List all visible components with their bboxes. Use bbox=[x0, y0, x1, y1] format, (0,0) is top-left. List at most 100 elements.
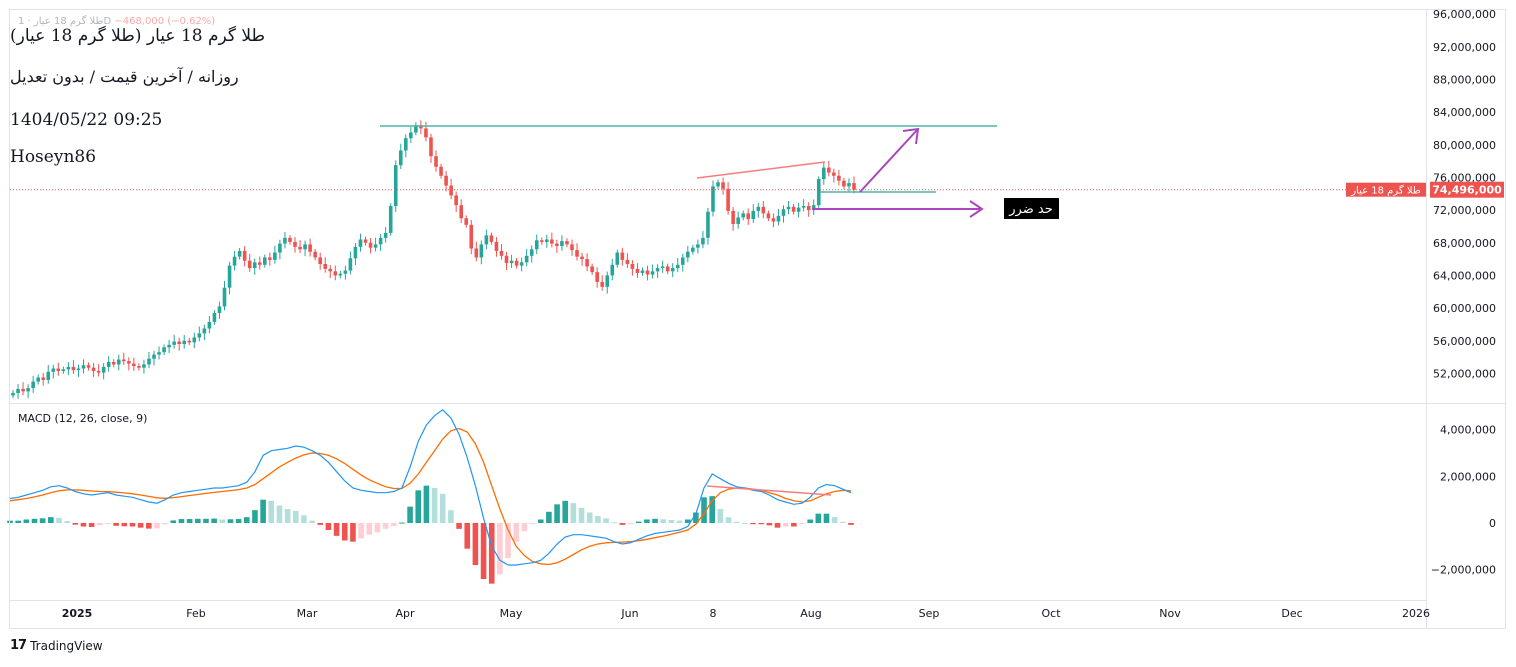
macd-histogram-bar bbox=[243, 517, 250, 523]
candle-body bbox=[419, 125, 423, 129]
candle-body bbox=[696, 244, 700, 248]
candle-body bbox=[46, 371, 51, 380]
candle-body bbox=[172, 341, 176, 345]
candle-body bbox=[746, 213, 751, 220]
macd-histogram-bar bbox=[284, 509, 291, 523]
macd-histogram-bar bbox=[292, 510, 299, 523]
macd-line bbox=[9, 409, 852, 566]
candle-body bbox=[665, 266, 670, 272]
macd-histogram-bar bbox=[129, 523, 136, 527]
candle-body bbox=[686, 251, 690, 258]
last-price-badge-value: 74,496,000 bbox=[1432, 184, 1502, 197]
macd-axis-tick: 0 bbox=[1489, 517, 1496, 530]
candle-body bbox=[545, 239, 549, 242]
time-axis-tick: Oct bbox=[1041, 607, 1061, 620]
candle-body bbox=[212, 312, 217, 322]
macd-histogram-bar bbox=[799, 523, 805, 525]
candle-body bbox=[353, 246, 358, 259]
candle-body bbox=[182, 340, 187, 345]
macd-histogram-bar bbox=[121, 523, 128, 527]
macd-histogram-bar bbox=[676, 520, 683, 523]
candle-body bbox=[363, 239, 368, 243]
candle-body bbox=[741, 213, 746, 218]
candle-body bbox=[142, 364, 146, 368]
macd-axis-tick: −2,000,000 bbox=[1431, 564, 1496, 577]
price-axis-tick: 92,000,000 bbox=[1433, 41, 1496, 54]
candle-body bbox=[152, 354, 156, 359]
candle-body bbox=[283, 237, 287, 244]
macd-histogram-bar bbox=[840, 521, 846, 523]
macd-indicator-label[interactable]: MACD (12, 26, close, 9) bbox=[18, 412, 148, 425]
candle-body bbox=[328, 268, 333, 272]
macd-histogram-bar bbox=[439, 493, 446, 523]
macd-histogram-bar bbox=[782, 523, 789, 527]
macd-histogram-bar bbox=[627, 523, 634, 525]
candle-body bbox=[439, 166, 443, 176]
candle-body bbox=[147, 358, 151, 365]
candle-body bbox=[620, 252, 625, 260]
candle-body bbox=[51, 368, 56, 372]
macd-histogram-bar bbox=[137, 523, 144, 528]
chart-author: Hoseyn86 bbox=[10, 147, 97, 167]
target-arrow-head bbox=[902, 127, 920, 145]
candle-body bbox=[605, 275, 610, 287]
macd-histogram-bar bbox=[529, 523, 536, 525]
macd-histogram-bar bbox=[611, 522, 618, 524]
candle-body bbox=[680, 257, 685, 265]
candle-body bbox=[781, 209, 786, 216]
tradingview-logo[interactable]: 17 TradingView bbox=[10, 638, 103, 653]
candle-body bbox=[343, 270, 348, 274]
candle-body bbox=[756, 206, 761, 211]
candle-body bbox=[333, 271, 338, 276]
candle-body bbox=[368, 242, 373, 248]
candle-body bbox=[842, 180, 846, 187]
macd-histogram-bar bbox=[578, 507, 585, 523]
candle-body bbox=[81, 365, 86, 369]
time-axis-tick: Jun bbox=[620, 607, 638, 620]
macd-histogram-bar bbox=[848, 523, 854, 525]
candle-body bbox=[222, 287, 227, 307]
candle-body bbox=[31, 381, 35, 389]
candles-group bbox=[11, 120, 856, 399]
candle-body bbox=[731, 210, 735, 224]
tradingview-logo-text: TradingView bbox=[30, 638, 103, 653]
candle-body bbox=[595, 272, 599, 282]
candle-body bbox=[313, 251, 317, 258]
tradingview-logo-icon: 17 bbox=[10, 638, 27, 653]
legend-ghost: طلا گرم 18 عیار · 1D −468,000 (−0.62%) bbox=[18, 16, 215, 27]
candle-body bbox=[716, 182, 720, 187]
candle-body bbox=[630, 263, 635, 269]
candle-body bbox=[635, 268, 640, 273]
macd-histogram-bar bbox=[317, 523, 324, 525]
macd-histogram-bar bbox=[80, 523, 87, 527]
candle-body bbox=[801, 206, 806, 208]
candle-body bbox=[550, 239, 554, 244]
macd-histogram-bar bbox=[219, 519, 226, 523]
candle-body bbox=[816, 179, 821, 206]
candle-body bbox=[398, 150, 403, 166]
candle-body bbox=[771, 218, 776, 222]
macd-histogram-bar bbox=[595, 516, 601, 523]
candle-body bbox=[96, 370, 101, 373]
macd-histogram-bar bbox=[113, 523, 119, 526]
macd-histogram-bar bbox=[766, 523, 773, 526]
candle-body bbox=[534, 240, 539, 250]
macd-histogram-bar bbox=[758, 523, 764, 525]
macd-histogram-bar bbox=[146, 523, 152, 529]
candle-body bbox=[217, 306, 222, 313]
candle-body bbox=[273, 252, 277, 260]
candle-body bbox=[106, 361, 111, 367]
macd-histogram-bar bbox=[480, 523, 487, 579]
macd-histogram-bar bbox=[668, 519, 675, 523]
drawings-group: حد ضرر bbox=[380, 125, 1059, 219]
macd-histogram-bar bbox=[684, 519, 691, 523]
macd-histogram-bar bbox=[350, 523, 356, 542]
macd-histogram-bar bbox=[97, 523, 103, 526]
candle-body bbox=[827, 167, 831, 173]
macd-histogram-bar bbox=[497, 523, 503, 575]
candle-body bbox=[378, 237, 383, 245]
candle-body bbox=[66, 366, 71, 370]
candle-body bbox=[575, 250, 579, 257]
